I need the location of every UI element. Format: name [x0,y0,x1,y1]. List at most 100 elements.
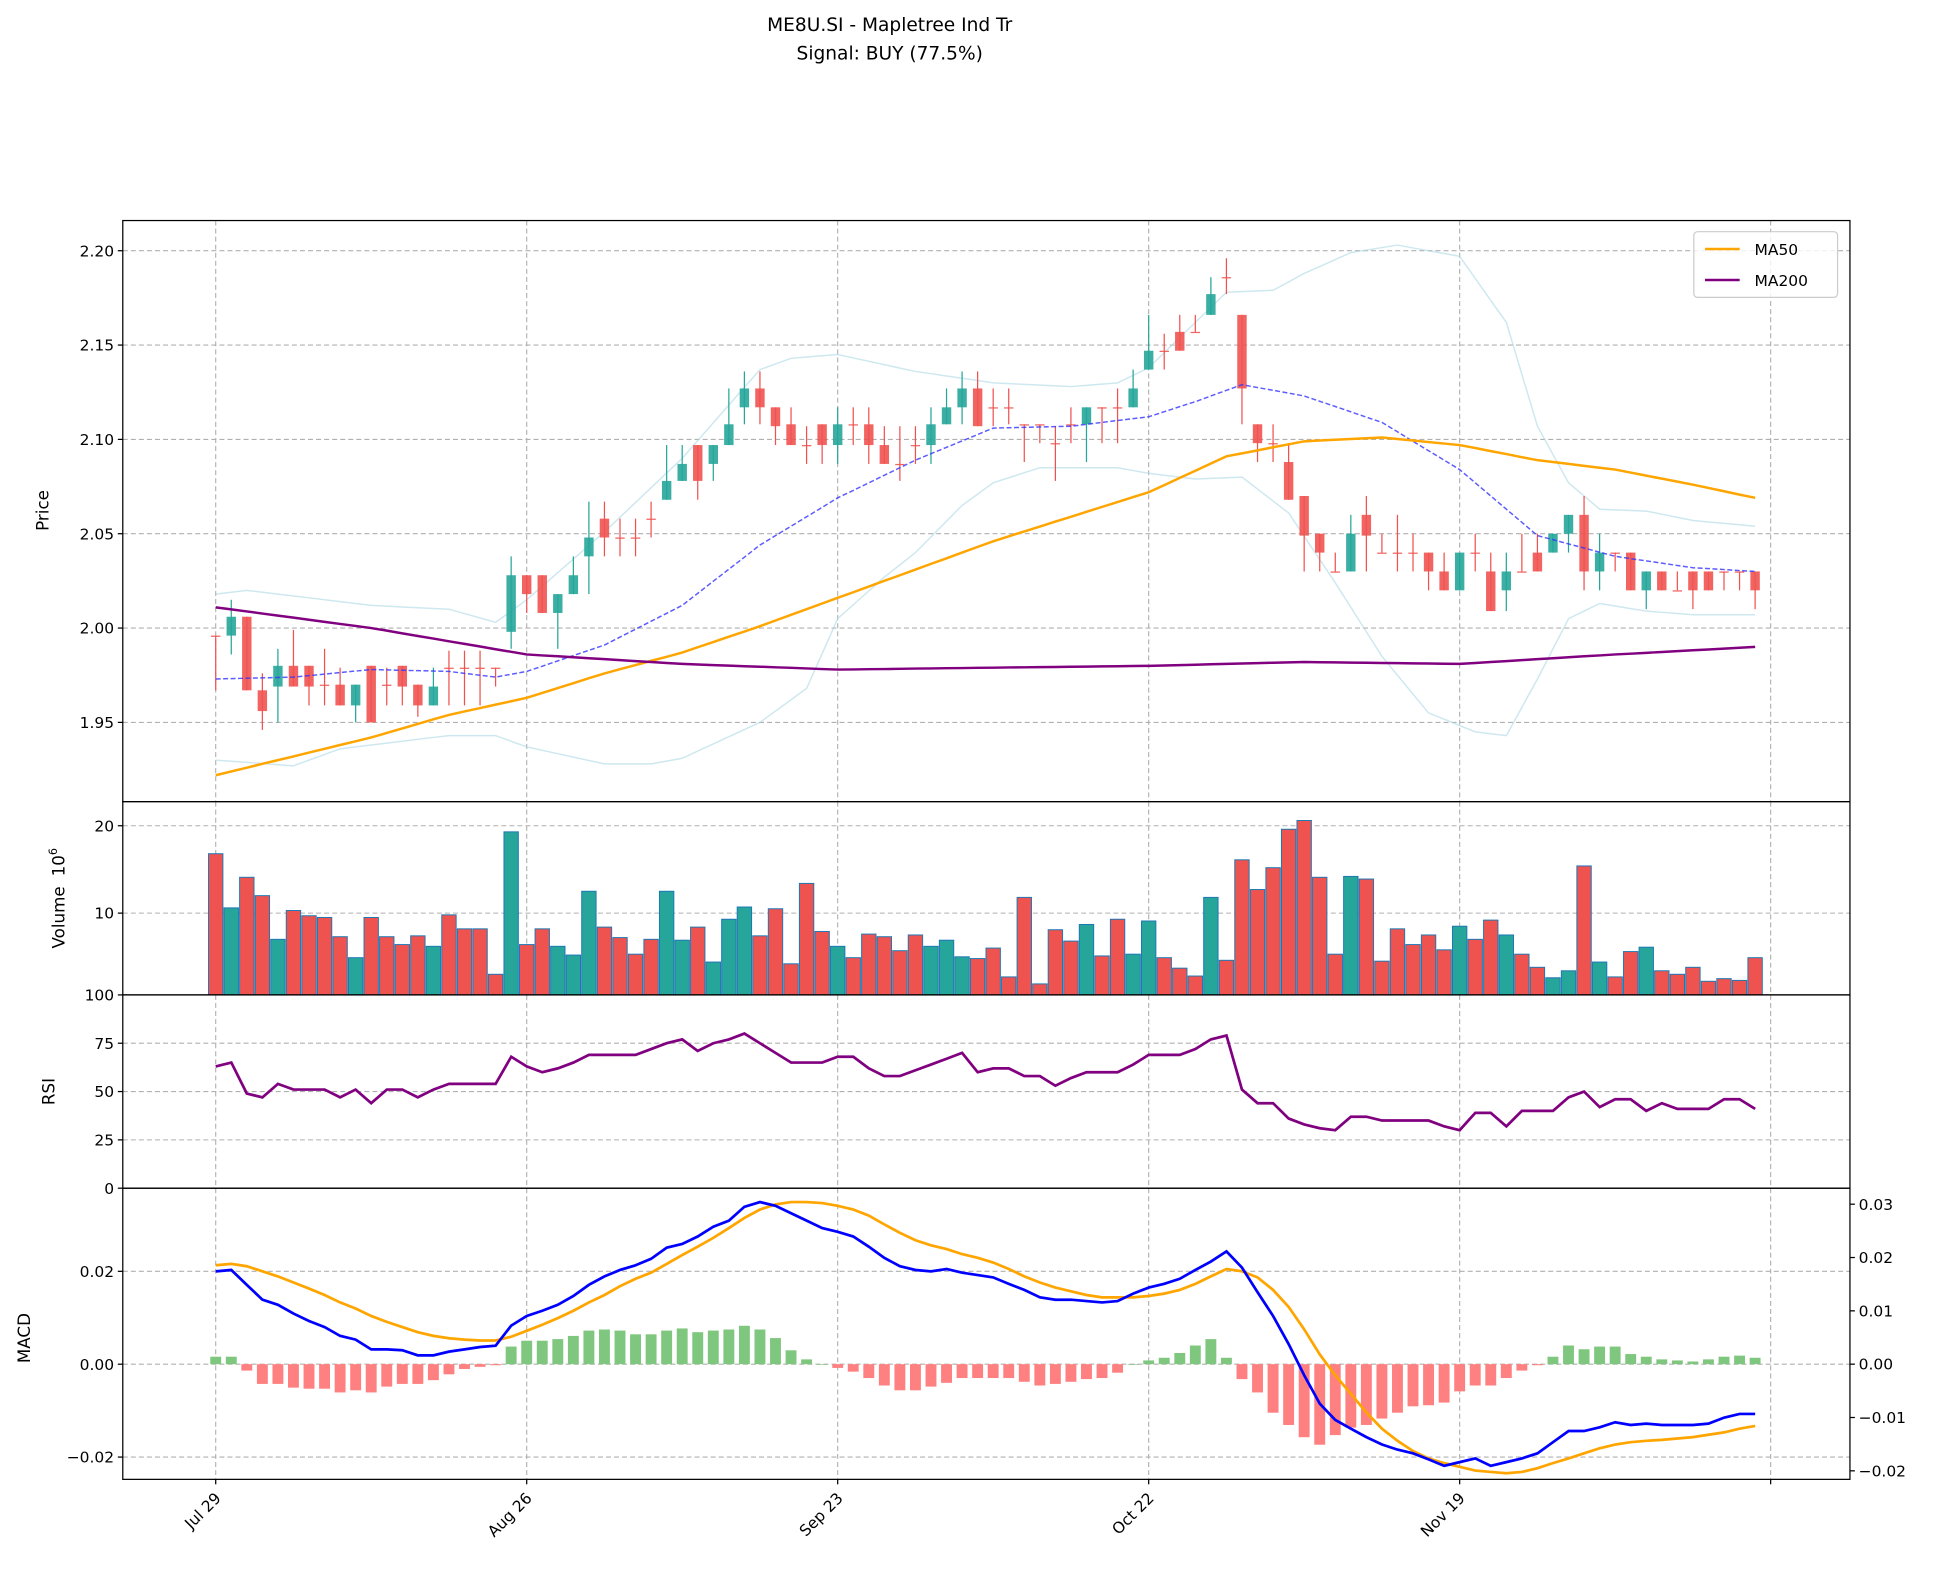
candle-body [1035,424,1045,426]
macd-right-y-tick-label: 0.03 [1859,1196,1893,1214]
candle-body [1175,331,1185,351]
candle-body [366,665,376,723]
candlestick [521,575,532,613]
macd-histogram-bar [225,1356,237,1365]
candlestick [677,445,687,481]
candlestick [319,648,330,706]
candle-body [475,667,485,669]
bollinger-mid-line [215,383,1756,680]
candle-body [382,684,392,686]
macd-histogram-bar [381,1364,393,1387]
macd-histogram-bar [1423,1364,1435,1406]
volume-bar [705,961,721,995]
macd-histogram-bar [1236,1364,1248,1380]
volume-bar [1280,828,1297,995]
candle-body [972,388,983,427]
candle-body [1050,443,1061,445]
candlestick [475,650,485,706]
macd-right-y-tick-label: 0.00 [1859,1356,1893,1374]
volume-bar [1545,977,1561,995]
candle-body [1159,350,1169,352]
macd-histogram-bar [707,1330,719,1365]
candlestick [1657,571,1667,591]
macd-histogram-bar [272,1364,284,1384]
macd-histogram-bar [941,1364,952,1383]
candlestick [1610,552,1620,572]
macd-y-tick-label: 0.00 [80,1356,114,1374]
macd-histogram-bar [443,1364,455,1375]
macd-right-y-tick-label: −0.02 [1859,1462,1906,1480]
candlestick [397,665,408,706]
candle-body [273,665,283,687]
macd-panel [210,1200,1761,1475]
volume-bar [1265,867,1281,995]
candle-body [226,616,236,636]
candlestick [1563,514,1574,553]
volume-bar [1187,975,1204,995]
macd-histogram-bar [288,1364,299,1388]
volume-bar [1669,973,1686,995]
candle-body [1190,331,1201,334]
candle-body [1579,514,1589,572]
candle-body [1563,514,1574,534]
volume-bar [596,926,613,995]
volume-y-tick-label: 20 [94,817,114,835]
candlestick [1594,533,1605,591]
candle-body [257,690,268,712]
macd-histogram-bar [256,1364,268,1384]
volume-bar [550,945,566,995]
candle-body [941,407,952,425]
candle-body [397,665,408,687]
candle-body [1750,571,1760,591]
candle-body [832,424,843,446]
volume-bar [316,916,333,995]
candle-body [957,388,967,408]
macd-histogram-bar [334,1364,346,1393]
candlestick [1237,314,1247,425]
x-tick-label: Oct 22 [1109,1489,1158,1538]
candlestick [786,407,796,446]
candle-body [1423,552,1434,572]
volume-bar [1623,951,1639,995]
volume-bar [581,890,597,995]
candle-body [739,388,750,408]
candlestick [817,424,827,464]
volume-bar [1016,896,1032,995]
candle-body [1097,407,1107,409]
volume-bar [410,935,426,995]
candle-body [1454,552,1465,591]
volume-bar [1560,970,1577,995]
volume-bar [1451,925,1468,995]
candlestick [1128,369,1138,408]
legend-ma50-label: MA50 [1755,241,1799,259]
ma200-line [215,606,1756,671]
macd-histogram-bar [427,1364,439,1381]
candle-body [1641,571,1651,591]
candle-body [1004,407,1014,409]
candle-body [879,445,890,464]
macd-histogram-bar [1594,1346,1606,1365]
candlestick [879,426,890,464]
candle-body [926,424,936,446]
macd-histogram-bar [987,1364,999,1379]
candle-body [537,575,547,613]
macd-histogram-bar [1469,1364,1481,1386]
volume-bar [1078,923,1095,995]
candlestick [1066,407,1076,444]
macd-right-y-tick-label: −0.01 [1859,1409,1906,1427]
rsi-y-tick-label: 25 [94,1131,114,1149]
candlestick [1532,533,1543,572]
volume-bar [1747,957,1763,995]
candlestick [288,629,299,687]
candlestick [988,388,998,427]
candle-body [413,684,423,706]
candle-body [1019,424,1029,426]
volume-bar [1203,896,1219,995]
volume-bar [767,908,784,995]
candlestick [972,371,983,427]
candlestick [242,616,252,691]
candle-body [1548,533,1558,553]
macd-histogram-bar [878,1364,890,1386]
volume-bar [830,945,846,995]
candle-body [521,575,532,595]
